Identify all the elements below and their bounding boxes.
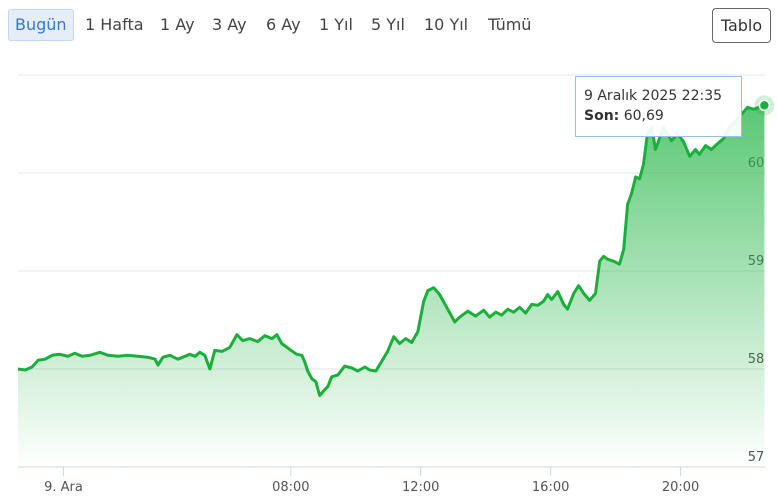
area-fill: [18, 105, 765, 468]
range-button[interactable]: 10 Yıl: [424, 15, 469, 34]
tooltip-title: 9 Aralık 2025 22:35: [584, 88, 723, 104]
table-button[interactable]: Tablo: [712, 8, 771, 43]
x-tick-label: 08:00: [272, 480, 309, 495]
range-button[interactable]: 3 Ay: [212, 15, 247, 34]
tooltip-row: Son: 60,69: [584, 106, 733, 126]
range-button[interactable]: 1 Yıl: [319, 15, 353, 34]
range-button[interactable]: 1 Ay: [160, 15, 195, 34]
tooltip-label: Son:: [584, 108, 620, 124]
hover-point: [758, 99, 771, 112]
x-tick-label: 20:00: [662, 480, 699, 495]
x-tick-label: 12:00: [402, 480, 439, 495]
x-tick-label: 9. Ara: [44, 480, 83, 495]
range-button[interactable]: Tümü: [488, 15, 532, 34]
range-button[interactable]: 1 Hafta: [85, 15, 144, 34]
range-button[interactable]: 5 Yıl: [371, 15, 405, 34]
range-button[interactable]: 6 Ay: [266, 15, 301, 34]
range-button[interactable]: Bugün: [8, 9, 74, 41]
tooltip: 9 Aralık 2025 22:35 Son: 60,69: [575, 76, 742, 137]
x-tick-label: 16:00: [532, 480, 569, 495]
tooltip-value: 60,69: [623, 108, 664, 124]
